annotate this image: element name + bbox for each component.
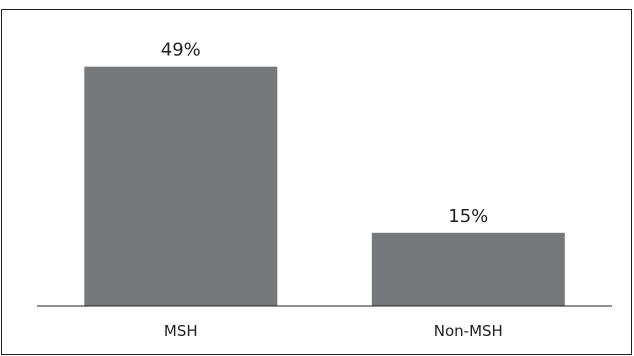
bar-msh [84, 66, 278, 306]
data-label: 49% [161, 40, 201, 61]
x-tick-label: Non-MSH [434, 322, 503, 340]
bar-non-msh [371, 232, 565, 307]
x-tick-label: MSH [164, 322, 198, 340]
bars-layer [84, 66, 565, 307]
labels-layer: 49% MSH 15% Non-MSH [161, 40, 503, 340]
data-label: 15% [448, 206, 488, 227]
